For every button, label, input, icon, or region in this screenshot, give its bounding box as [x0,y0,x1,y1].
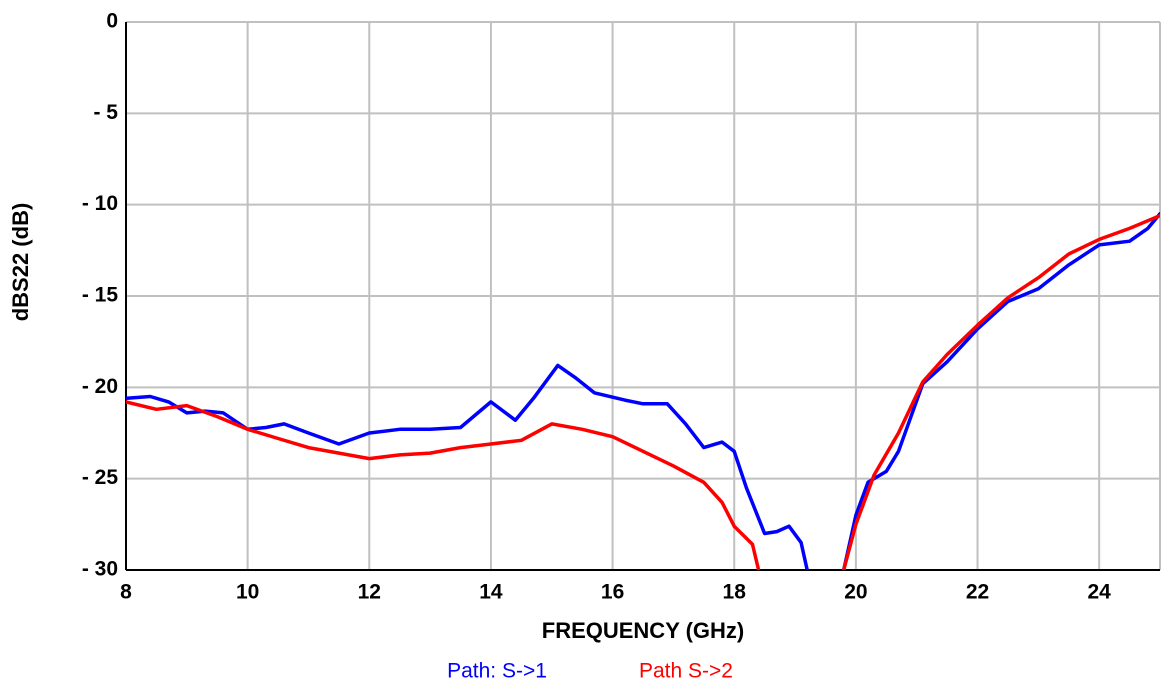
labels: 8 10 12 14 16 18 20 22 24 - 30 - 25 - 20 - 15 - 10 - 5… [82,10,1111,683]
x-tick-label: 12 [358,581,381,604]
y-tick-label: - 30 [82,558,118,581]
x-tick-label: 10 [236,581,259,604]
x-tick-label: 18 [723,581,747,604]
x-tick-label: 8 [120,581,132,604]
legend-entry: Path: S->1 [447,660,547,683]
x-tick-label: 22 [966,581,989,604]
y-tick-label: - 25 [82,466,119,489]
y-tick-label: - 15 [82,284,119,307]
x-axis-label: FREQUENCY (GHz) [542,618,745,643]
plot-lines [126,212,1160,570]
series-line [126,212,1160,570]
y-tick-label: - 20 [82,375,118,398]
x-tick-label: 20 [844,581,867,604]
y-axis-label: dBS22 (dB) [8,203,33,322]
grid [125,21,1161,571]
legend-entry: Path S->2 [639,660,733,683]
y-tick-label: - 5 [93,101,118,124]
x-tick-label: 14 [479,581,503,604]
x-tick-label: 16 [601,581,624,604]
series-line [126,213,1160,570]
y-tick-label: 0 [106,10,118,33]
y-tick-label: - 10 [82,192,118,215]
x-tick-label: 24 [1087,581,1111,604]
